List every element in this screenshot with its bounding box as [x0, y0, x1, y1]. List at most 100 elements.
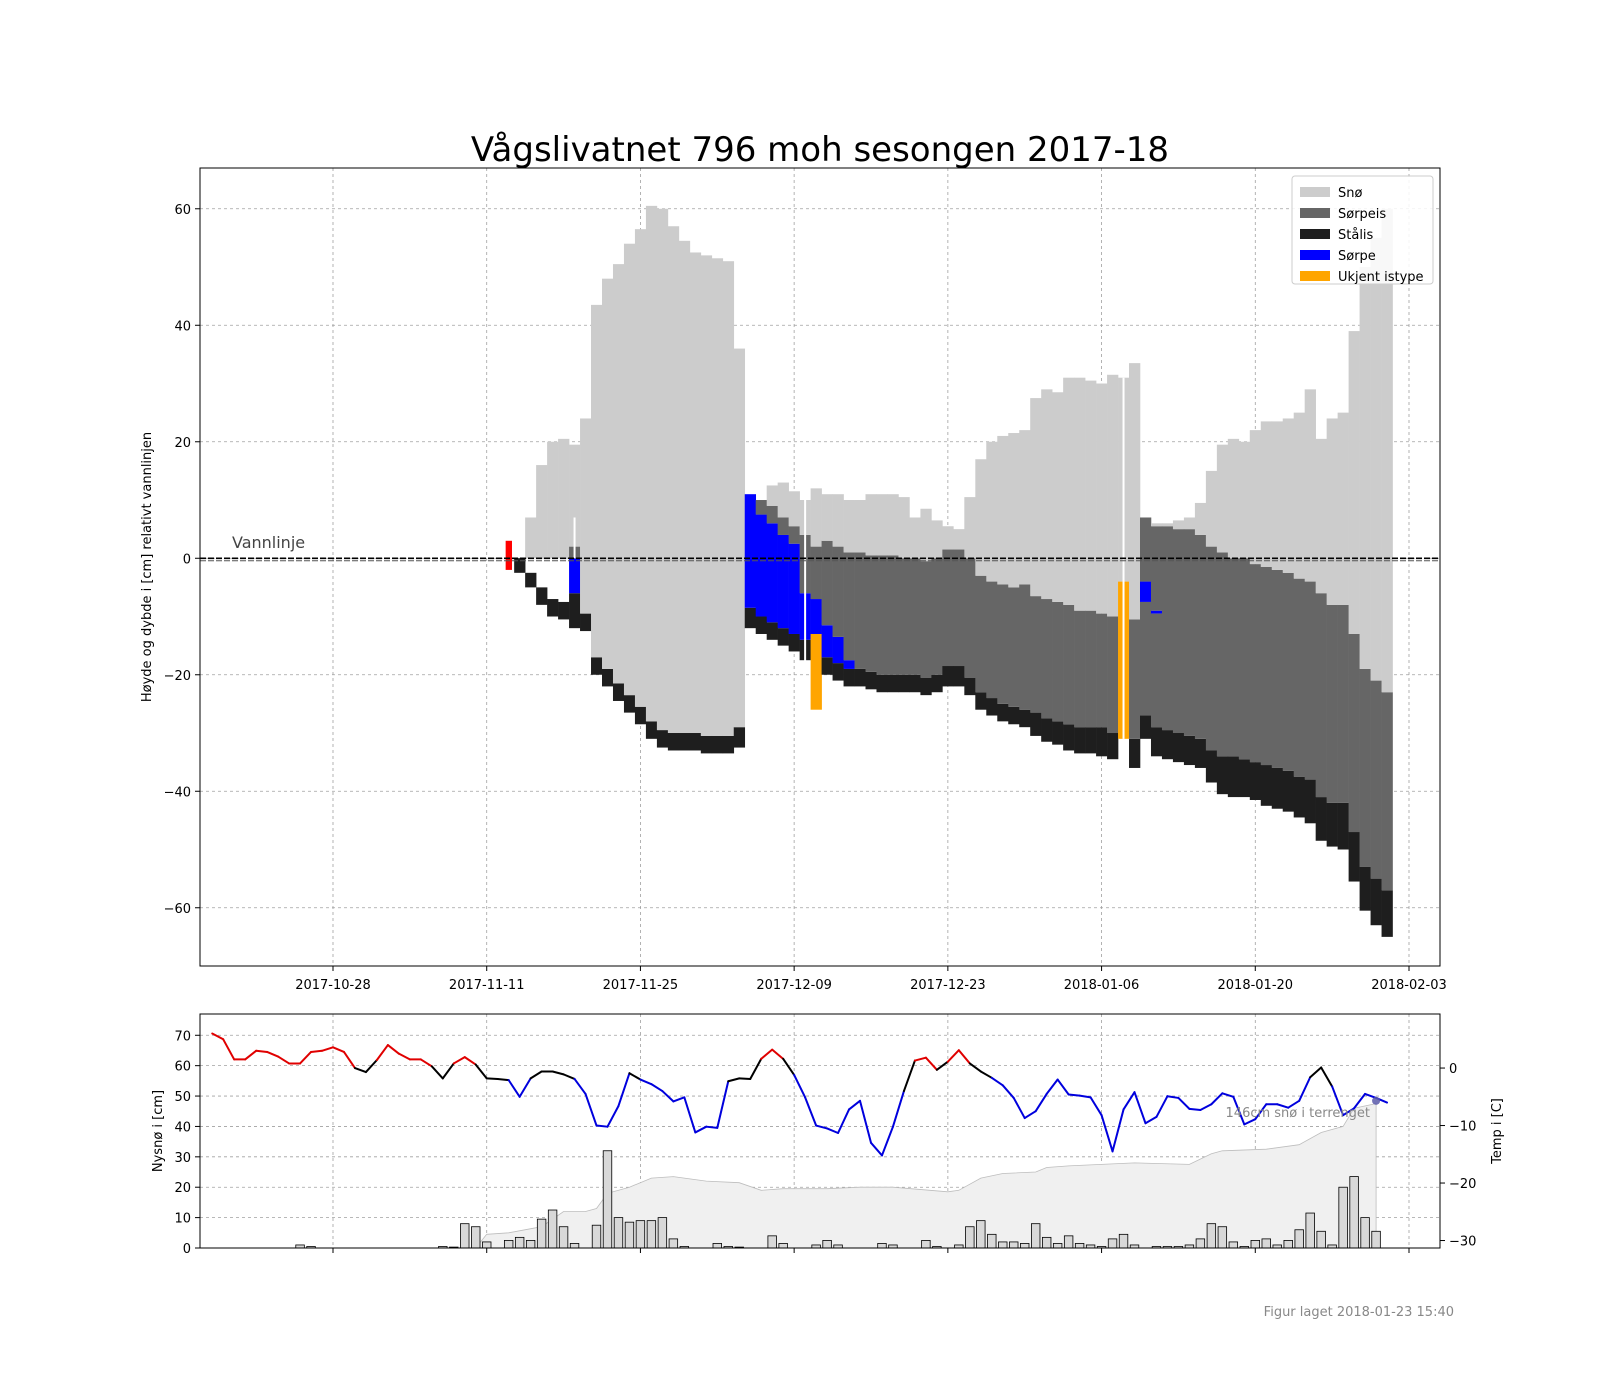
ice-layer-slush-ice	[843, 552, 855, 661]
temperature-segment	[683, 1096, 697, 1134]
ice-layer-snow	[733, 348, 746, 728]
ice-layer-slush-ice	[1337, 604, 1349, 803]
ice-layer-black-ice	[1326, 802, 1338, 847]
new-snow-bar	[1009, 1241, 1019, 1249]
ice-layer-slush-ice	[1140, 517, 1152, 582]
ice-layer-snow	[623, 243, 636, 696]
temperature-segment	[397, 1052, 411, 1061]
top-x-tick-label: 2017-10-28	[295, 978, 371, 993]
temperature-segment	[771, 1048, 785, 1060]
temperature-segment	[672, 1096, 686, 1103]
ice-layer-black-ice	[909, 674, 921, 693]
new-snow-bar	[1294, 1229, 1304, 1249]
new-snow-bar	[525, 1240, 536, 1249]
ice-layer-slush-ice	[942, 549, 954, 667]
temperature-segment	[749, 1057, 763, 1080]
ice-layer-snow	[1315, 438, 1327, 594]
ice-layer-slush-ice	[975, 575, 987, 693]
ice-layer-black-ice	[777, 628, 789, 646]
temperature-segment	[1067, 1093, 1081, 1097]
new-snow-bar	[635, 1220, 646, 1249]
ice-layer-slush-ice	[1096, 613, 1108, 728]
temperature-segment	[694, 1125, 708, 1134]
bottom-plot-frame	[199, 1013, 1441, 1249]
waterline	[200, 557, 1440, 562]
snow-depth-annotation: 146cm snø i terrenget	[1226, 1106, 1370, 1121]
bottom-y2-tick-label: −10	[1449, 1120, 1476, 1135]
temperature-segment	[507, 1079, 521, 1098]
new-snow-bar	[976, 1220, 986, 1249]
ice-layer-black-ice	[1249, 762, 1262, 800]
new-snow-bar	[712, 1243, 722, 1249]
temperature-segment	[738, 1077, 752, 1080]
top-x-tick-label: 2017-12-09	[756, 978, 832, 993]
ice-layer-snow	[591, 304, 603, 658]
ice-layer-slush	[810, 599, 822, 634]
ice-layer-snow	[1041, 389, 1053, 600]
ice-layer-slush-ice	[931, 558, 943, 675]
top-x-tick-label: 2018-01-20	[1218, 978, 1294, 993]
ice-layer-snow	[1183, 517, 1196, 530]
legend-label-unknown: Ukjent istype	[1338, 270, 1424, 285]
temperature-segment	[1166, 1095, 1180, 1099]
ice-layer-snow	[1030, 398, 1042, 597]
ice-layer-black-ice	[612, 683, 625, 701]
ice-layer-snow	[986, 441, 998, 582]
new-snow-bar	[1107, 1238, 1118, 1249]
ice-layer-slush-ice	[1030, 596, 1042, 713]
ice-layer-slush-ice	[755, 500, 767, 515]
ice-layer-slush-ice	[854, 552, 866, 669]
bottom-y-tick-label: 10	[174, 1212, 191, 1227]
ice-layer-black-ice	[689, 733, 702, 751]
ice-layer-slush-ice	[1282, 572, 1295, 771]
new-snow-bar	[514, 1236, 525, 1249]
ice-layer-slush-ice	[909, 558, 921, 675]
ice-layer-slush-ice	[876, 555, 888, 675]
ice-layer-black-ice	[1140, 715, 1152, 739]
ice-layer-slush	[832, 636, 844, 664]
temperature-segment	[496, 1077, 510, 1082]
new-snow-bar	[921, 1240, 931, 1249]
waterline-label: Vannlinje	[232, 533, 305, 552]
temperature-segment	[979, 1070, 993, 1079]
legend-swatch-slush-ice	[1300, 208, 1330, 218]
temperature-segment	[804, 1096, 818, 1127]
ice-layer-slush	[1140, 581, 1152, 602]
legend: Snø Sørpeis Stålis Sørpe Ukjent istype	[1291, 175, 1434, 285]
temperature-segment	[430, 1065, 444, 1080]
ice-layer-black-ice	[1348, 832, 1360, 882]
new-snow-bar	[1250, 1240, 1260, 1249]
ice-layer-snow	[810, 488, 822, 547]
ice-layer-snow	[1205, 470, 1218, 547]
ice-layer-black-ice	[788, 633, 800, 652]
ice-layer-slush	[777, 534, 789, 629]
bottom-y2-axis-label: Temp i [C]	[1490, 1098, 1505, 1165]
ice-layer-snow	[1129, 363, 1141, 620]
temperature-segment	[1331, 1085, 1345, 1117]
ice-layer-black-ice	[1304, 779, 1316, 824]
ice-layer-slush-ice	[865, 555, 877, 672]
ice-layer-black-ice	[997, 703, 1009, 722]
new-snow-bar	[1371, 1230, 1381, 1249]
new-snow-bar	[1063, 1235, 1074, 1249]
ice-layer-snow	[1008, 433, 1020, 588]
ice-layer-snow	[602, 278, 614, 669]
ice-layer-slush	[744, 494, 757, 608]
ice-layer-black-ice	[569, 593, 581, 629]
top-bars	[505, 205, 1393, 937]
ice-layer-slush-ice	[1249, 564, 1262, 763]
ice-layer-slush-ice	[788, 526, 800, 544]
temperature-segment	[386, 1044, 400, 1055]
ice-layer-slush-ice	[1370, 680, 1382, 879]
temperature-segment	[826, 1127, 840, 1135]
bottom-y-tick-label: 30	[174, 1151, 191, 1166]
ice-layer-black-ice	[931, 674, 943, 693]
ice-layer-snow	[667, 226, 680, 734]
temperature-segment	[1320, 1066, 1334, 1088]
ice-layer-black-ice	[1293, 776, 1305, 818]
new-snow-bar	[877, 1243, 887, 1249]
temperature-segment	[375, 1044, 389, 1061]
new-snow-bar	[503, 1240, 514, 1249]
top-y-tick-label: 0	[183, 552, 191, 567]
ice-layer-slush-ice	[1205, 546, 1218, 751]
